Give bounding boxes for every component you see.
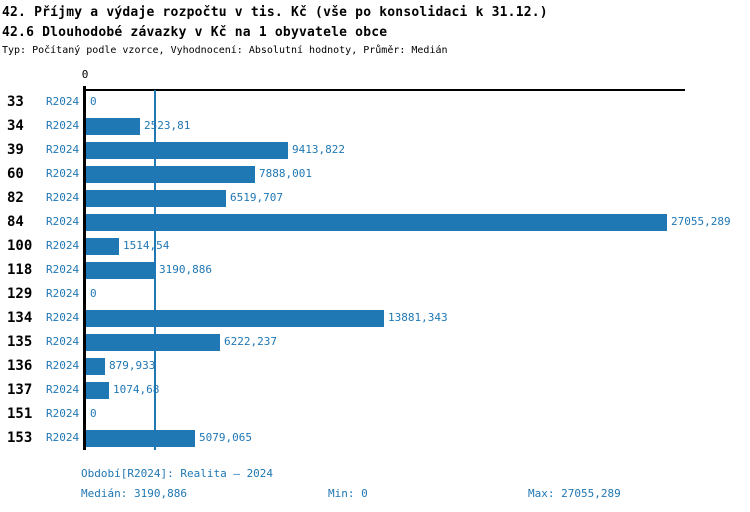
row-category-label: 34 — [7, 118, 24, 134]
bar-value-label: 7888,001 — [259, 167, 312, 180]
bar — [86, 214, 667, 231]
chart-row: 151 R2024 0 — [0, 402, 750, 426]
row-category-label: 135 — [7, 334, 33, 350]
row-series-label: R2024 — [46, 263, 80, 276]
row-category-label: 33 — [7, 94, 24, 110]
bar — [86, 382, 109, 399]
row-series-label: R2024 — [46, 143, 80, 156]
row-category-label: 60 — [7, 166, 24, 182]
row-series-label: R2024 — [46, 311, 80, 324]
row-series-label: R2024 — [46, 215, 80, 228]
bar — [86, 238, 119, 255]
bar-value-label: 5079,065 — [199, 431, 252, 444]
bar-value-label: 0 — [90, 287, 97, 300]
row-category-label: 82 — [7, 190, 24, 206]
footer-period-label: Období[R2024]: Realita – 2024 — [81, 467, 274, 480]
chart-row: 135 R2024 6222,237 — [0, 330, 750, 354]
chart-row: 60 R2024 7888,001 — [0, 162, 750, 186]
bar — [86, 310, 384, 327]
row-category-label: 100 — [7, 238, 33, 254]
chart-row: 84 R2024 27055,289 — [0, 210, 750, 234]
bar-value-label: 1074,68 — [113, 383, 160, 396]
bar — [86, 430, 195, 447]
chart-meta-line: Typ: Počítaný podle vzorce, Vyhodnocení:… — [2, 45, 448, 56]
row-series-label: R2024 — [46, 167, 80, 180]
row-series-label: R2024 — [46, 407, 80, 420]
bar-value-label: 0 — [90, 407, 97, 420]
footer-median-label: Medián: 3190,886 — [81, 487, 187, 500]
bar — [86, 334, 220, 351]
chart-title: 42. Příjmy a výdaje rozpočtu v tis. Kč (… — [2, 5, 548, 20]
bar — [86, 166, 255, 183]
row-category-label: 136 — [7, 358, 33, 374]
row-category-label: 153 — [7, 430, 33, 446]
bar-value-label: 9413,822 — [292, 143, 345, 156]
chart-row: 118 R2024 3190,886 — [0, 258, 750, 282]
row-category-label: 129 — [7, 286, 33, 302]
chart-row: 34 R2024 2523,81 — [0, 114, 750, 138]
x-axis-zero-tick-label: 0 — [81, 68, 89, 81]
chart-row: 153 R2024 5079,065 — [0, 426, 750, 450]
footer-min-label: Min: 0 — [328, 487, 368, 500]
row-category-label: 39 — [7, 142, 24, 158]
row-series-label: R2024 — [46, 239, 80, 252]
row-series-label: R2024 — [46, 95, 80, 108]
row-series-label: R2024 — [46, 191, 80, 204]
bar-value-label: 0 — [90, 95, 97, 108]
y-axis-line — [83, 86, 86, 450]
bar-value-label: 3190,886 — [159, 263, 212, 276]
row-category-label: 151 — [7, 406, 33, 422]
bar-value-label: 879,933 — [109, 359, 156, 372]
bar — [86, 190, 226, 207]
bar-value-label: 2523,81 — [144, 119, 191, 132]
row-series-label: R2024 — [46, 119, 80, 132]
bar-value-label: 1514,54 — [123, 239, 170, 252]
bar — [86, 358, 105, 375]
chart-row: 136 R2024 879,933 — [0, 354, 750, 378]
footer-max-label: Max: 27055,289 — [528, 487, 621, 500]
row-series-label: R2024 — [46, 287, 80, 300]
row-category-label: 137 — [7, 382, 33, 398]
bar-value-label: 13881,343 — [388, 311, 448, 324]
row-series-label: R2024 — [46, 431, 80, 444]
row-category-label: 118 — [7, 262, 33, 278]
x-axis-line — [84, 89, 685, 91]
bar-value-label: 27055,289 — [671, 215, 731, 228]
chart-row: 129 R2024 0 — [0, 282, 750, 306]
row-category-label: 84 — [7, 214, 24, 230]
chart-row: 82 R2024 6519,707 — [0, 186, 750, 210]
chart-row: 134 R2024 13881,343 — [0, 306, 750, 330]
row-category-label: 134 — [7, 310, 33, 326]
chart-row: 39 R2024 9413,822 — [0, 138, 750, 162]
median-line — [154, 90, 156, 450]
chart-row: 33 R2024 0 — [0, 90, 750, 114]
chart-subtitle: 42.6 Dlouhodobé závazky v Kč na 1 obyvat… — [2, 25, 388, 40]
chart-row: 137 R2024 1074,68 — [0, 378, 750, 402]
bar-value-label: 6519,707 — [230, 191, 283, 204]
bar-value-label: 6222,237 — [224, 335, 277, 348]
row-series-label: R2024 — [46, 335, 80, 348]
bar — [86, 118, 140, 135]
chart-rows: 33 R2024 0 34 R2024 2523,81 39 R2024 9413,822 60 R… — [0, 90, 750, 450]
chart-row: 100 R2024 1514,54 — [0, 234, 750, 258]
bar — [86, 262, 155, 279]
row-series-label: R2024 — [46, 359, 80, 372]
bar — [86, 142, 288, 159]
row-series-label: R2024 — [46, 383, 80, 396]
